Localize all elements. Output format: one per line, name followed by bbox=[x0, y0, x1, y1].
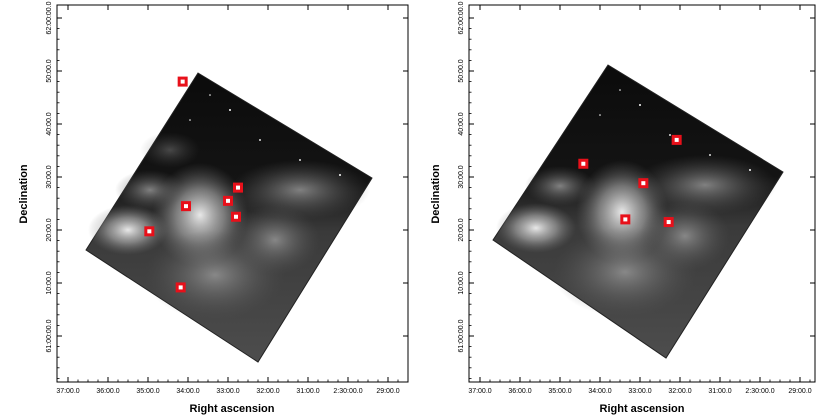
y-tick-label: 10:00.0 bbox=[458, 271, 465, 294]
y-tick-label: 30:00.0 bbox=[46, 165, 53, 188]
source-marker-center bbox=[236, 185, 240, 190]
left-x-tick-labels: 37:00.0 36:00.0 35:00.0 34:00.0 33:00.0 32:00… bbox=[56, 388, 399, 395]
x-tick-label: 33:00.0 bbox=[628, 388, 651, 395]
y-tick-label: 20:00.0 bbox=[458, 218, 465, 241]
x-tick-label: 37:00.0 bbox=[56, 388, 79, 395]
y-tick-label: 40:00.0 bbox=[458, 112, 465, 135]
x-tick-label: 37:00.0 bbox=[468, 388, 491, 395]
source-marker-center bbox=[234, 214, 238, 219]
source-marker-center bbox=[184, 204, 188, 209]
x-tick-label: 35:00.0 bbox=[548, 388, 571, 395]
x-tick-label: 32:00.0 bbox=[256, 388, 279, 395]
x-tick-label: 35:00.0 bbox=[136, 388, 159, 395]
left-panel: Right ascension Declination 37:00.0 36:00… bbox=[18, 1, 409, 415]
y-tick-label: 40:00.0 bbox=[46, 112, 53, 135]
right-x-axis-title: Right ascension bbox=[600, 403, 685, 415]
left-x-axis-title: Right ascension bbox=[190, 403, 275, 415]
y-tick-label: 61:00:00.0 bbox=[458, 319, 465, 352]
x-tick-label: 32:00.0 bbox=[668, 388, 691, 395]
y-tick-label: 61:00:00.0 bbox=[46, 319, 53, 352]
y-tick-label: 50:00.0 bbox=[46, 59, 53, 82]
right-sky-image bbox=[492, 64, 784, 359]
source-marker-center bbox=[623, 217, 628, 222]
left-plot-frame bbox=[56, 4, 409, 383]
right-ticks bbox=[469, 5, 815, 382]
x-tick-label: 36:00.0 bbox=[96, 388, 119, 395]
y-tick-label: 30:00.0 bbox=[458, 165, 465, 188]
right-x-tick-labels: 37:00.0 36:00.0 35:00.0 34:00.0 33:00.0 32:00… bbox=[468, 388, 811, 395]
x-tick-label: 2:30:00.0 bbox=[745, 388, 774, 395]
x-tick-label: 33:00.0 bbox=[216, 388, 239, 395]
x-tick-label: 31:00.0 bbox=[296, 388, 319, 395]
left-ticks bbox=[57, 5, 408, 382]
x-tick-label: 36:00.0 bbox=[508, 388, 531, 395]
x-tick-label: 29:00.0 bbox=[376, 388, 399, 395]
right-y-tick-labels: 62:00:00.0 50:00.0 40:00.0 30:00.0 20:00.0 10… bbox=[458, 1, 465, 352]
x-tick-label: 29:00.0 bbox=[788, 388, 811, 395]
source-marker-center bbox=[581, 161, 586, 166]
source-marker-center bbox=[641, 181, 646, 186]
x-tick-label: 34:00.0 bbox=[588, 388, 611, 395]
x-tick-label: 31:00.0 bbox=[708, 388, 731, 395]
source-marker-center bbox=[674, 137, 679, 142]
y-tick-label: 62:00:00.0 bbox=[458, 1, 465, 34]
right-plot-frame bbox=[468, 4, 816, 383]
right-markers bbox=[578, 134, 682, 228]
left-markers bbox=[144, 76, 243, 293]
y-tick-label: 50:00.0 bbox=[458, 59, 465, 82]
y-tick-label: 10:00.0 bbox=[46, 271, 53, 294]
source-marker-center bbox=[180, 79, 185, 84]
y-tick-label: 62:00:00.0 bbox=[46, 1, 53, 34]
source-marker-center bbox=[666, 220, 671, 225]
source-marker-center bbox=[178, 285, 183, 290]
left-sky-image bbox=[85, 72, 373, 363]
left-y-tick-labels: 62:00:00.0 50:00.0 40:00.0 30:00.0 20:00.0 10… bbox=[46, 1, 53, 352]
right-panel: Right ascension Declination 37:00.0 36:00… bbox=[430, 1, 816, 415]
y-tick-label: 20:00.0 bbox=[46, 218, 53, 241]
x-tick-label: 34:00.0 bbox=[176, 388, 199, 395]
source-marker-center bbox=[226, 198, 230, 203]
left-y-axis-title: Declination bbox=[18, 164, 30, 224]
x-tick-label: 2:30:00.0 bbox=[333, 388, 362, 395]
source-marker-center bbox=[147, 229, 152, 234]
right-y-axis-title: Declination bbox=[430, 164, 442, 224]
